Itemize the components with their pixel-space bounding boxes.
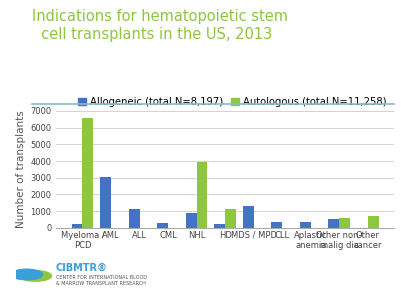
Bar	[338, 218, 349, 228]
Bar	[196, 162, 207, 228]
Bar	[185, 213, 196, 228]
Bar	[328, 219, 338, 228]
Bar	[242, 206, 253, 228]
Text: Indications for hematopoietic stem
  cell transplants in the US, 2013: Indications for hematopoietic stem cell …	[32, 9, 288, 42]
Text: CIBMTR®: CIBMTR®	[56, 263, 107, 273]
Bar	[271, 223, 282, 228]
Bar	[100, 177, 111, 228]
Bar	[128, 209, 139, 228]
Bar	[71, 225, 82, 228]
Legend: Allogeneic (total N=8,197), Autologous (total N=11,258): Allogeneic (total N=8,197), Autologous (…	[76, 95, 388, 109]
Circle shape	[11, 269, 43, 280]
Bar	[367, 216, 378, 228]
Bar	[299, 223, 310, 228]
Text: CENTER FOR INTERNATIONAL BLOOD
& MARROW TRANSPLANT RESEARCH: CENTER FOR INTERNATIONAL BLOOD & MARROW …	[56, 275, 146, 286]
Bar	[225, 209, 235, 228]
Circle shape	[20, 271, 51, 281]
Bar	[214, 224, 225, 228]
Bar	[157, 223, 168, 228]
Bar	[82, 118, 93, 228]
Y-axis label: Number of transplants: Number of transplants	[16, 110, 26, 228]
